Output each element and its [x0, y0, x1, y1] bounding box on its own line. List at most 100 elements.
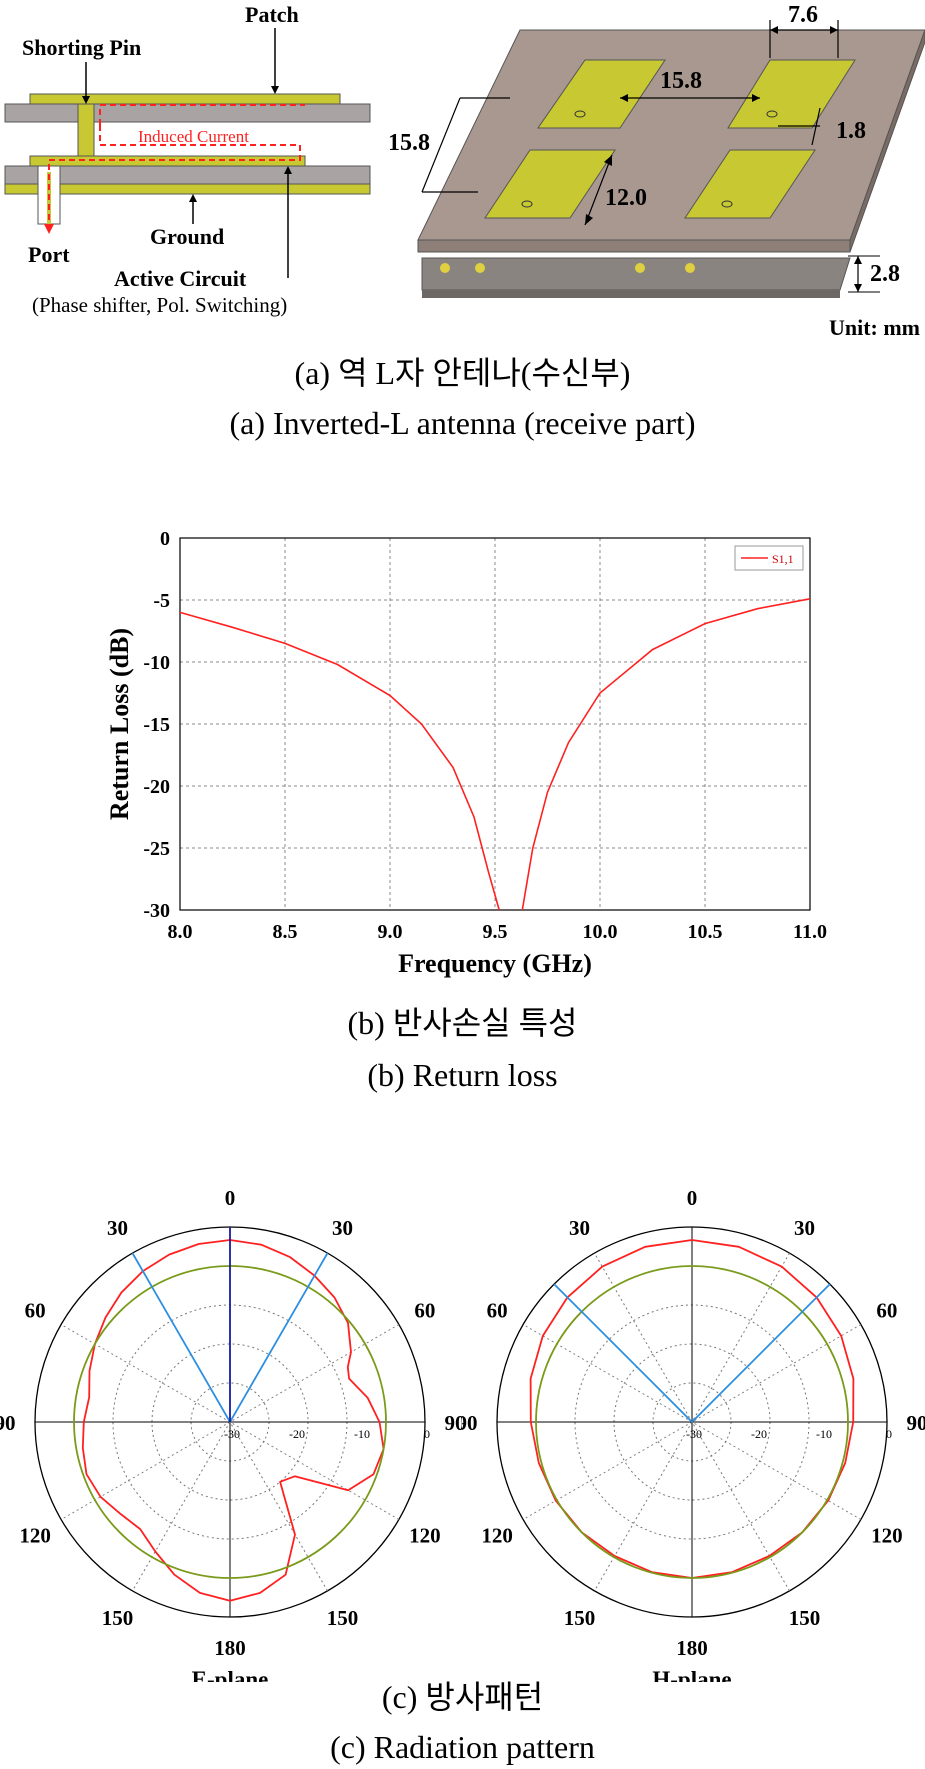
h-plane-pattern: -30 -20 -10 0 0 30 30 60 60 90 90 120 120 150 150 180 H-…: [462, 1186, 925, 1682]
dim-patch-width: 7.6: [788, 2, 818, 28]
polar-angle-label: 150: [102, 1606, 134, 1630]
induced-current-path: [48, 104, 305, 226]
polar-angle-label: 30: [569, 1216, 590, 1240]
polar-title: E-plane: [192, 1667, 269, 1682]
shorting-pin: [77, 103, 95, 163]
x-tick-label: 9.0: [378, 921, 403, 943]
polar-angle-label: 60: [876, 1299, 897, 1323]
legend-label: S1,1: [772, 552, 794, 566]
caption-b-en: (b) Return loss: [367, 1057, 558, 1093]
ground-label: Ground: [150, 224, 224, 249]
caption-a-en: (a) Inverted-L antenna (receive part): [229, 405, 696, 441]
patch-label: Patch: [245, 2, 299, 27]
active-circuit-label: Active Circuit: [114, 266, 247, 291]
plot-frame: [179, 537, 811, 911]
polar-angle-label: 180: [676, 1636, 708, 1660]
lower-board: [421, 257, 851, 291]
patch-1: [537, 59, 666, 129]
dim-spacing-vertical: 15.8: [388, 130, 430, 156]
polar-angle-label: 180: [214, 1636, 246, 1660]
shorting-pin-label: Shorting Pin: [22, 35, 141, 60]
polar-angle-label: 90: [462, 1411, 478, 1435]
patch-4: [684, 149, 816, 219]
polar-spoke: [60, 1324, 400, 1520]
pattern-curve: [81, 1239, 385, 1602]
caption-a-ko: (a) 역 L자 안테나(수신부): [294, 355, 631, 391]
caption-b-ko: (b) 반사손실 특성: [347, 1005, 578, 1041]
e-plane-pattern: -30 -20 -10 0 0 30 30 60 60 90 90 120 120 150 150 180 E-…: [0, 1186, 462, 1682]
polar-angle-label: 90: [907, 1411, 925, 1435]
polar-angle-label: 0: [225, 1186, 236, 1210]
y-tick-label: -30: [143, 900, 170, 922]
dim-patch-length: 12.0: [605, 185, 647, 211]
port-arrow: [44, 224, 54, 234]
upper-board-edge: [417, 239, 851, 253]
polar-r-tick: -30: [686, 1427, 702, 1441]
x-tick-label: 10.0: [583, 921, 618, 943]
y-tick-label: 0: [160, 528, 170, 550]
y-tick-label: -20: [143, 776, 170, 798]
polar-r-tick: -20: [289, 1427, 305, 1441]
y-tick-label: -15: [143, 714, 170, 736]
lower-board-edge: [422, 290, 840, 298]
reference-circle: [535, 1265, 849, 1579]
x-tick-label: 10.5: [688, 921, 723, 943]
y-tick-label: -10: [143, 652, 170, 674]
caption-c-en: (c) Radiation pattern: [330, 1729, 595, 1765]
polar-angle-label: 60: [25, 1299, 46, 1323]
legend: S1,1: [734, 545, 804, 571]
polar-angle-label: 90: [445, 1411, 463, 1435]
beam-direction-line: [691, 1283, 831, 1423]
patch-2: [727, 59, 856, 129]
dim-feed-offset: 1.8: [836, 118, 866, 144]
polar-r-tick: -30: [224, 1427, 240, 1441]
polar-angle-label: 0: [687, 1186, 698, 1210]
polar-grid: -30 -20 -10 0 0 30 30 60 60 90 90 120 120 150 150 180: [0, 1186, 462, 1660]
y-axis-label: Return Loss (dB): [105, 628, 134, 820]
caption-c-ko: (c) 방사패턴: [381, 1679, 544, 1715]
active-circuit-note: (Phase shifter, Pol. Switching): [32, 293, 287, 317]
polar-angle-label: 90: [0, 1411, 16, 1435]
x-tick-label: 8.0: [168, 921, 193, 943]
cross-section-diagram: Induced Current Patch Shorting Pin Port …: [4, 2, 371, 317]
patch-layer: [29, 93, 341, 105]
polar-r-tick: -10: [816, 1427, 832, 1441]
polar-angle-label: 60: [414, 1299, 435, 1323]
x-axis-label: Frequency (GHz): [398, 949, 592, 978]
polar-angle-label: 30: [332, 1216, 353, 1240]
dim-stack-height: 2.8: [870, 261, 900, 287]
array-3d-view: 15.8 7.6 15.8 12.0 1.8 2.8 Unit: mm: [388, 2, 925, 340]
s11-curve-segment: [179, 611, 500, 911]
polar-angle-label: 120: [481, 1524, 513, 1548]
induced-current-label: Induced Current: [138, 127, 249, 146]
curves: [179, 598, 811, 911]
polar-angle-label: 150: [789, 1606, 821, 1630]
dim-spacing-horizontal: 15.8: [660, 68, 702, 94]
upper-board-side: [849, 29, 925, 253]
chart-grid: [179, 537, 811, 911]
polar-spoke: [60, 1324, 400, 1520]
unit-label: Unit: mm: [829, 315, 920, 340]
port-label: Port: [28, 242, 70, 267]
polar-r-tick: -10: [354, 1427, 370, 1441]
polar-angle-label: 120: [19, 1524, 51, 1548]
polar-r-tick: -20: [751, 1427, 767, 1441]
y-tick-label: -5: [153, 590, 170, 612]
s11-curve-segment: [521, 598, 811, 911]
y-tick-label: -25: [143, 838, 170, 860]
polar-spoke: [594, 1252, 790, 1592]
upper-substrate: [4, 103, 371, 123]
beam-direction-line: [131, 1252, 231, 1423]
polar-angle-label: 120: [409, 1524, 441, 1548]
polar-angle-label: 150: [327, 1606, 359, 1630]
x-tick-label: 8.5: [273, 921, 298, 943]
x-tick-label: 9.5: [483, 921, 508, 943]
polar-angle-label: 120: [871, 1524, 903, 1548]
polar-angle-label: 30: [794, 1216, 815, 1240]
return-loss-chart: 8.0 8.5 9.0 9.5 10.0 10.5 11.0 0 -5 -10 -15 -20 -25 -…: [105, 528, 827, 978]
polar-angle-label: 60: [487, 1299, 508, 1323]
beam-direction-line: [553, 1283, 693, 1423]
polar-angle-label: 150: [564, 1606, 596, 1630]
antenna-figure: Induced Current Patch Shorting Pin Port …: [4, 2, 925, 340]
patch-3: [484, 149, 616, 219]
